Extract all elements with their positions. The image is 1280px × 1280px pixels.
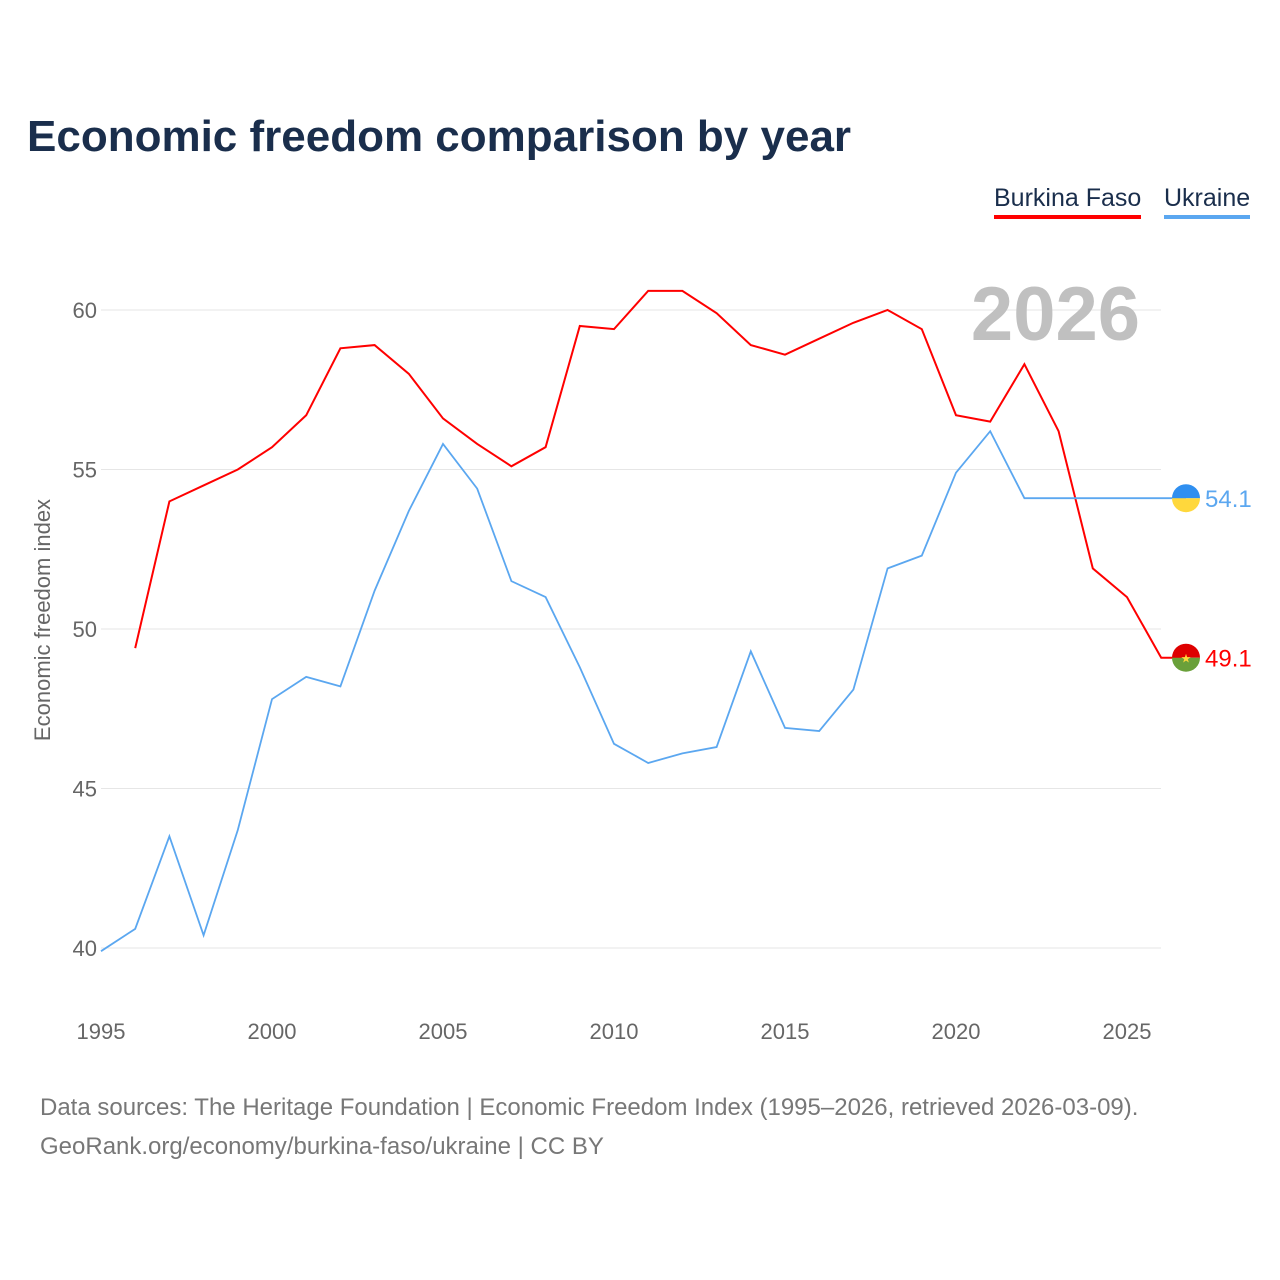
end-value-label: 54.1 xyxy=(1205,486,1252,513)
y-tick-label: 45 xyxy=(73,777,97,802)
x-tick-label: 1995 xyxy=(77,1019,126,1044)
end-value-label: 49.1 xyxy=(1205,646,1252,673)
y-tick-label: 50 xyxy=(73,617,97,642)
chart-title: Economic freedom comparison by year xyxy=(27,112,852,161)
y-tick-label: 60 xyxy=(73,298,97,323)
x-tick-label: 2000 xyxy=(248,1019,297,1044)
source-note: Data sources: The Heritage Foundation | … xyxy=(40,1088,1138,1166)
flag-icon-bottom xyxy=(1172,657,1200,672)
source-line-2[interactable]: GeoRank.org/economy/burkina-faso/ukraine… xyxy=(40,1133,604,1160)
x-tick-label: 2010 xyxy=(590,1019,639,1044)
flag-star-icon: ★ xyxy=(1181,652,1192,666)
flag-icon-top xyxy=(1172,643,1200,658)
y-tick-label: 55 xyxy=(73,458,97,483)
legend-burkina-faso[interactable]: Burkina Faso xyxy=(994,184,1142,219)
series-line-ukraine xyxy=(100,429,1186,952)
legend-ukraine[interactable]: Ukraine xyxy=(1164,184,1251,219)
x-tick-label: 2025 xyxy=(1103,1019,1152,1044)
x-tick-label: 2020 xyxy=(932,1019,981,1044)
y-axis-label: Economic freedom index xyxy=(30,499,55,741)
year-label: 2026 xyxy=(971,272,1140,357)
y-tick-label: 40 xyxy=(73,936,97,961)
source-line-1: Data sources: The Heritage Foundation | … xyxy=(40,1094,1139,1121)
x-tick-label: 2015 xyxy=(761,1019,810,1044)
series-line-burkina-faso xyxy=(134,289,1186,659)
flag-icon-top xyxy=(1172,484,1200,499)
x-tick-label: 2005 xyxy=(419,1019,468,1044)
flag-icon-bottom xyxy=(1172,498,1200,513)
